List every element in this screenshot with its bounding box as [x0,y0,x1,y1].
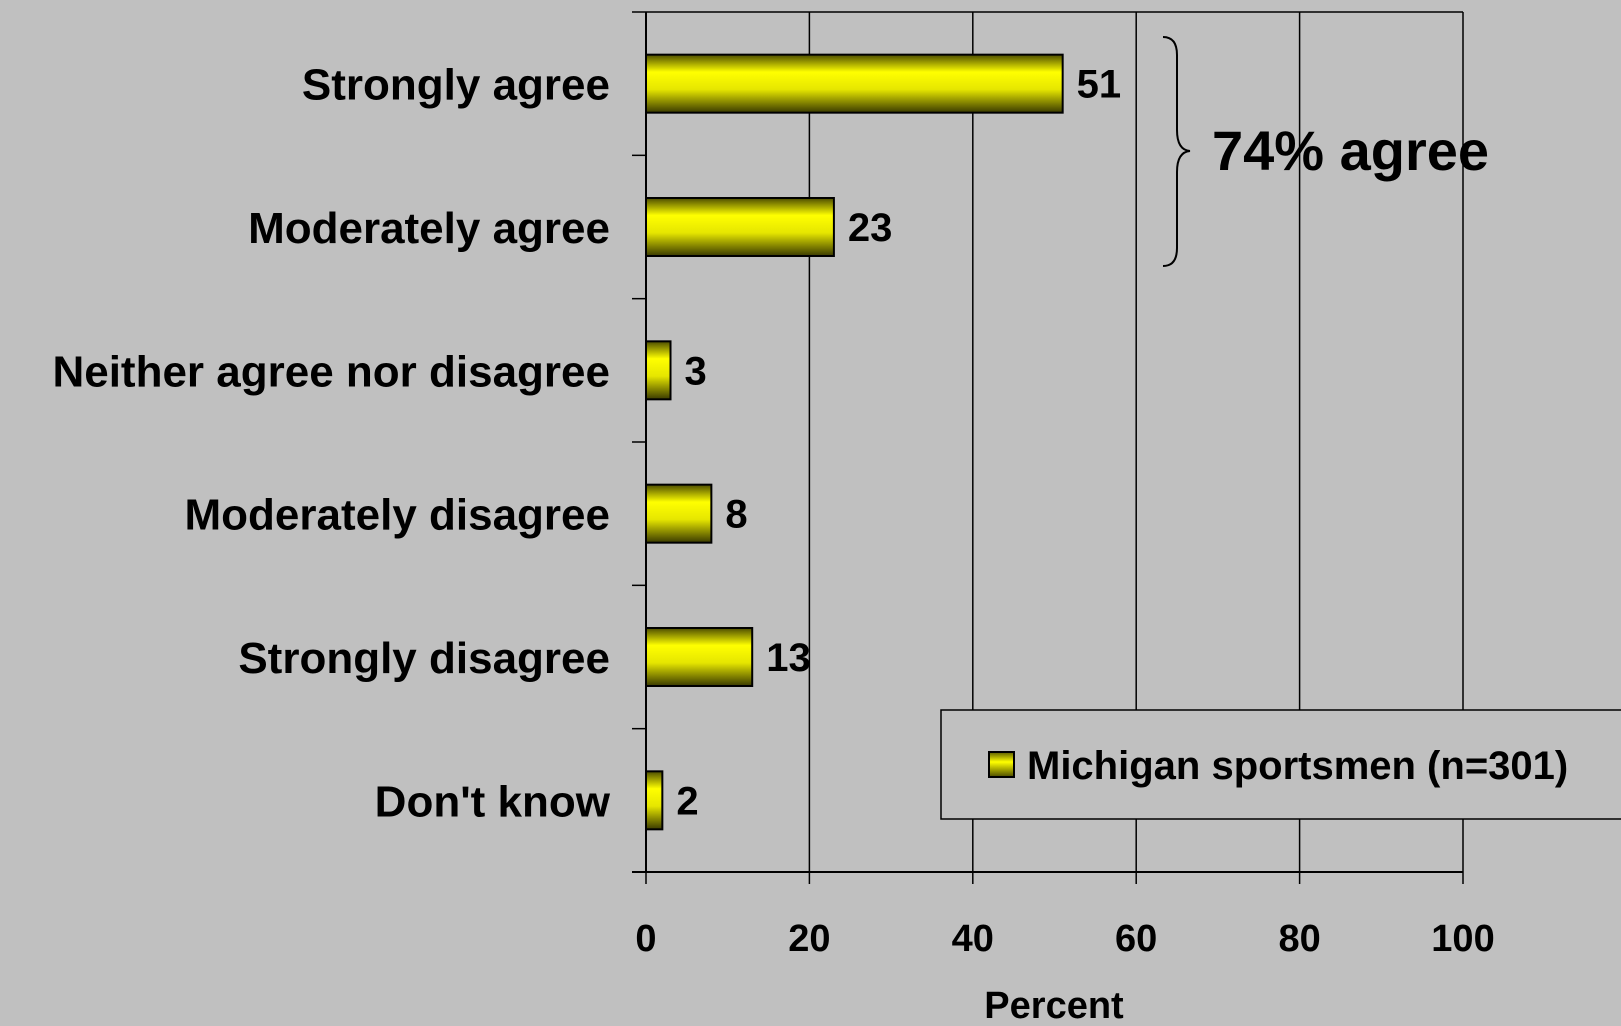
x-axis-title: Percent [984,985,1124,1026]
bar-4 [645,627,754,687]
bar-2 [645,340,672,401]
category-label-1: Moderately agree [248,204,610,253]
bar-3 [645,483,713,544]
bar-0 [645,53,1064,114]
legend-swatch [988,751,1015,778]
bar-1 [645,197,835,257]
value-label-3: 8 [725,493,747,537]
agree-annotation: 74% agree [1162,36,1489,267]
value-label-0: 51 [1077,63,1122,107]
category-label-5: Don't know [375,777,611,826]
category-label-4: Strongly disagree [238,634,610,683]
x-tick-label-100: 100 [1431,918,1494,960]
curly-brace [1162,36,1191,267]
legend-label: Michigan sportsmen (n=301) [1027,744,1568,788]
value-label-1: 23 [848,206,893,250]
legend: Michigan sportsmen (n=301) [940,709,1621,820]
annotation-text: 74% agree [1212,119,1489,182]
legend-box [940,709,1621,820]
x-tick-label-40: 40 [952,918,994,960]
value-label-5: 2 [676,779,698,823]
bars [645,53,1064,831]
category-label-2: Neither agree nor disagree [52,347,610,396]
category-label-0: Strongly agree [302,61,610,110]
bar-5 [645,770,664,831]
axes [632,11,1464,884]
value-label-4: 13 [766,636,811,680]
x-tick-label-0: 0 [635,918,656,960]
value-label-2: 3 [685,349,707,393]
x-tick-label-60: 60 [1115,918,1157,960]
x-tick-label-80: 80 [1278,918,1320,960]
x-tick-label-20: 20 [788,918,830,960]
category-label-3: Moderately disagree [185,491,611,540]
